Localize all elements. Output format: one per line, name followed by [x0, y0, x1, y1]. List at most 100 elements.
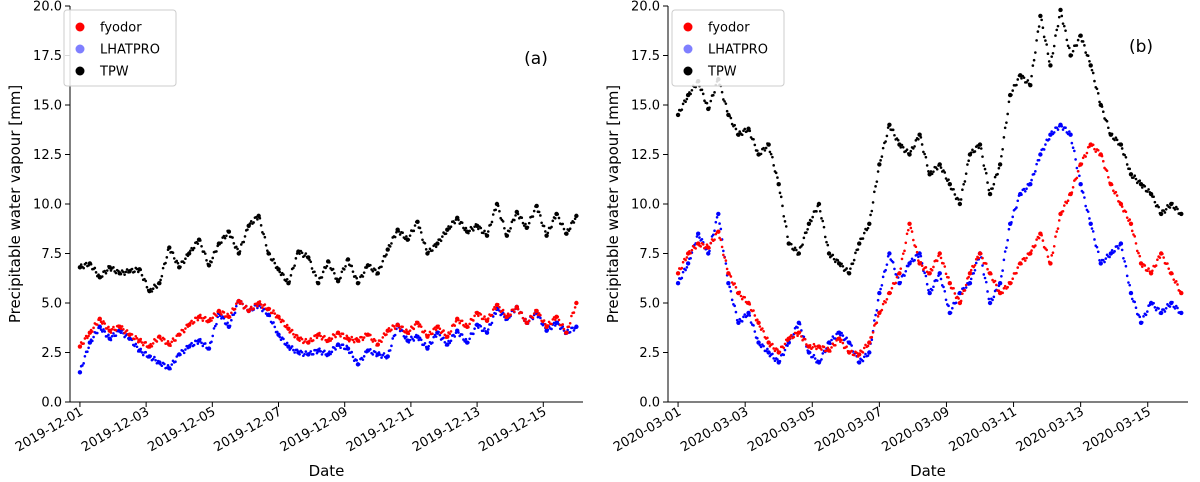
data-point-lhatpro [1176, 306, 1179, 310]
data-point-fyodor [708, 246, 711, 250]
data-point-tpw [1025, 80, 1028, 84]
data-point-tpw [119, 272, 123, 276]
data-point-tpw [789, 242, 793, 246]
data-point-lhatpro [899, 280, 903, 284]
data-point-lhatpro [405, 335, 408, 338]
data-point-fyodor [937, 251, 942, 256]
data-point-lhatpro [319, 350, 323, 353]
series-fyodor [675, 142, 1184, 358]
data-point-tpw [1115, 138, 1119, 142]
data-point-tpw [857, 241, 862, 246]
data-point-lhatpro [736, 320, 741, 325]
data-point-fyodor [315, 336, 319, 340]
data-point-lhatpro [1110, 248, 1114, 252]
data-point-tpw [724, 102, 728, 105]
data-point-tpw [880, 155, 884, 158]
data-point-tpw [486, 230, 490, 233]
x-tick-label: 2019-12-01 [13, 404, 86, 455]
data-point-tpw [961, 188, 964, 192]
data-point-fyodor [875, 321, 879, 325]
data-point-tpw [1045, 43, 1048, 46]
data-point-fyodor [112, 325, 115, 329]
data-point-fyodor [1130, 229, 1134, 233]
data-point-tpw [1052, 44, 1056, 48]
data-point-fyodor [1085, 151, 1089, 155]
data-point-tpw [544, 233, 549, 238]
data-point-tpw [861, 237, 865, 240]
data-point-fyodor [828, 350, 832, 353]
data-point-lhatpro [1146, 310, 1149, 313]
data-point-fyodor [87, 334, 90, 338]
data-point-fyodor [122, 327, 125, 331]
data-point-fyodor [200, 316, 203, 320]
data-point-fyodor [1128, 218, 1132, 221]
data-point-lhatpro [776, 358, 779, 361]
data-point-fyodor [252, 307, 255, 310]
data-point-fyodor [418, 323, 422, 326]
data-point-fyodor [163, 337, 166, 341]
data-point-fyodor [889, 291, 892, 295]
data-point-fyodor [293, 335, 296, 339]
data-point-lhatpro [903, 274, 906, 277]
data-point-tpw [1086, 54, 1090, 57]
data-point-lhatpro [1000, 274, 1003, 278]
data-point-fyodor [724, 259, 728, 262]
data-point-tpw [490, 220, 494, 224]
data-point-lhatpro [408, 338, 412, 342]
data-point-tpw [479, 226, 483, 230]
data-point-lhatpro [293, 351, 296, 354]
data-point-fyodor [458, 321, 462, 325]
data-point-tpw [100, 275, 104, 278]
data-point-tpw [1090, 68, 1094, 72]
data-point-fyodor [1023, 259, 1027, 262]
data-point-tpw [561, 222, 565, 226]
data-point-tpw [176, 261, 180, 265]
data-point-lhatpro [140, 351, 144, 354]
data-point-lhatpro [962, 286, 965, 290]
data-point-lhatpro [1071, 146, 1075, 150]
data-point-tpw [943, 171, 947, 174]
data-point-lhatpro [163, 362, 166, 366]
x-tick-label: 2019-12-03 [79, 404, 152, 455]
data-point-fyodor [190, 319, 193, 323]
data-point-tpw [252, 221, 255, 224]
data-point-lhatpro [272, 321, 275, 324]
data-point-fyodor [351, 338, 355, 342]
data-point-tpw [871, 201, 875, 204]
data-point-tpw [509, 227, 512, 230]
data-point-fyodor [511, 308, 515, 311]
x-tick-label: 2020-03-03 [678, 404, 751, 455]
data-point-tpw [964, 172, 968, 175]
data-point-tpw [159, 278, 162, 282]
data-point-fyodor [385, 333, 388, 336]
data-point-lhatpro [891, 260, 895, 264]
data-point-tpw [1118, 142, 1124, 147]
data-point-tpw [457, 218, 460, 222]
data-point-lhatpro [300, 350, 304, 354]
data-point-tpw [1000, 154, 1003, 158]
data-point-tpw [820, 217, 823, 220]
legend-label-lhatpro: LHATPRO [708, 43, 768, 58]
series-lhatpro [675, 122, 1184, 365]
data-point-lhatpro [357, 363, 361, 366]
data-point-fyodor [773, 349, 777, 353]
data-point-tpw [573, 217, 577, 221]
data-point-tpw [1051, 51, 1055, 55]
data-point-lhatpro [449, 339, 453, 343]
data-point-tpw [408, 234, 412, 237]
data-point-tpw [1083, 44, 1086, 47]
data-point-lhatpro [923, 271, 926, 275]
data-point-lhatpro [1044, 143, 1047, 146]
data-point-lhatpro [1022, 187, 1026, 191]
data-point-fyodor [1080, 162, 1084, 166]
data-point-lhatpro [746, 310, 751, 316]
data-point-tpw [89, 262, 93, 266]
data-point-tpw [818, 209, 822, 213]
data-point-fyodor [864, 343, 867, 347]
data-point-tpw [703, 99, 706, 103]
data-point-fyodor [957, 297, 960, 300]
legend: fyodor LHATPRO TPW [63, 9, 177, 87]
data-point-lhatpro [199, 337, 202, 341]
data-point-lhatpro [870, 338, 874, 342]
data-point-tpw [531, 215, 535, 218]
